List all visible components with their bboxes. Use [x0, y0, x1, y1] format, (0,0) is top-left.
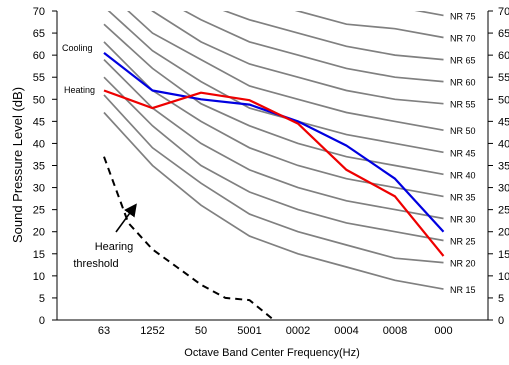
nr-curve-line: [103, 41, 444, 198]
nr-label-bg: [447, 125, 483, 138]
nr-label-bg: [447, 32, 483, 45]
y-tick-label-right: 0: [498, 315, 504, 327]
y-tick-label-right: 25: [498, 205, 509, 217]
y-tick-label: 20: [33, 227, 45, 239]
nr-curve-label: NR 45: [450, 148, 476, 158]
heating-label: Heating: [64, 85, 95, 95]
nr-curve-label: NR 65: [450, 56, 476, 66]
y-tick-label-right: 40: [498, 138, 509, 150]
nr-curve-label: NR 75: [450, 11, 476, 21]
y-tick-label-right: 20: [498, 227, 509, 239]
nr-curve-line: [107, 11, 444, 154]
nr-curve-label: NR 50: [450, 126, 476, 136]
y-tick-labels-right: 0 5 10 15 20 25 30 35 40 45 50 55 60 65 70: [498, 6, 509, 327]
nr-curve-label: NR 15: [450, 285, 476, 295]
nr-label-bg: [447, 98, 483, 111]
x-tick-label: 0002: [286, 325, 310, 337]
x-tick-label: 1252: [140, 325, 164, 337]
y-tick-label: 40: [33, 138, 45, 150]
nr-label-bg: [447, 169, 483, 182]
y-tick-labels-left: 0 5 10 15 20 25 30 35 40 45 50 55 60 65 70: [33, 6, 45, 327]
x-tick-label: 50: [195, 325, 207, 337]
x-axis-label: Octave Band Center Frequency(Hz): [184, 347, 359, 359]
y-tick-label-right: 55: [498, 72, 509, 84]
y-tick-label: 15: [33, 249, 45, 261]
data-series: [103, 52, 445, 320]
nr-curve-line: [294, 11, 444, 39]
x-tick-label: 5001: [237, 325, 261, 337]
nr-curves: [103, 11, 444, 290]
nr-curve-labels: NR 15 NR 20 NR 25 NR 30 NR 35 NR 40 NR 45 NR 50…: [447, 10, 483, 297]
nr-curve-label: NR 20: [450, 259, 476, 269]
y-tick-label-right: 60: [498, 50, 509, 62]
nr-label-bg: [447, 191, 483, 204]
nr-label-bg: [447, 10, 483, 23]
nr-curve-label: NR 70: [450, 33, 476, 43]
nr-curve-label: NR 40: [450, 170, 476, 180]
nr-curve-line: [222, 11, 444, 61]
x-tick-label: 0008: [383, 325, 407, 337]
nr-curve-line: [151, 11, 444, 105]
y-tick-label: 65: [33, 28, 45, 40]
y-tick-label-right: 30: [498, 183, 509, 195]
y-tick-label-right: 15: [498, 249, 509, 261]
y-tick-label-right: 50: [498, 94, 509, 106]
y-tick-label: 5: [39, 293, 45, 305]
nr-curve-line: [103, 23, 444, 176]
y-axis-label: Sound Pressure Level (dB): [10, 87, 25, 243]
axes: [52, 10, 493, 321]
series-line: [103, 89, 445, 257]
nr-curve-line: [103, 76, 444, 242]
y-tick-label-right: 65: [498, 28, 509, 40]
annotation-line1: Hearing: [95, 241, 134, 253]
nr-curve-label: NR 25: [450, 237, 476, 247]
nr-curve-line: [183, 11, 444, 83]
nr-curve-line: [103, 58, 444, 220]
y-tick-label: 30: [33, 183, 45, 195]
nr-curve-label: NR 55: [450, 100, 476, 110]
nr-curve-line: [103, 94, 444, 264]
annotation-arrow: [115, 203, 137, 233]
nr-curve-label: NR 35: [450, 192, 476, 202]
nr-curve-line: [126, 11, 444, 132]
y-tick-label-right: 45: [498, 116, 509, 128]
y-tick-label: 60: [33, 50, 45, 62]
y-tick-label: 35: [33, 161, 45, 173]
nr-label-bg: [447, 54, 483, 67]
nr-label-bg: [447, 147, 483, 160]
nr-label-bg: [447, 257, 483, 270]
y-tick-label: 45: [33, 116, 45, 128]
nr-label-bg: [447, 235, 483, 248]
y-tick-label-right: 5: [498, 293, 504, 305]
nr-label-bg: [447, 213, 483, 226]
cooling-label: Cooling: [62, 43, 93, 53]
y-tick-label-right: 70: [498, 6, 509, 18]
nr-curve-line: [103, 111, 444, 290]
x-tick-label: 63: [98, 325, 110, 337]
y-tick-label: 55: [33, 72, 45, 84]
series-line: [103, 156, 275, 320]
y-tick-label-right: 10: [498, 271, 509, 283]
nr-curve-label: NR 30: [450, 214, 476, 224]
x-tick-label: 000: [434, 325, 452, 337]
nr-label-bg: [447, 284, 483, 297]
x-tick-label: 0004: [334, 325, 358, 337]
y-tick-label: 10: [33, 271, 45, 283]
y-tick-label-right: 35: [498, 161, 509, 173]
y-tick-label: 50: [33, 94, 45, 106]
nr-label-bg: [447, 76, 483, 89]
y-tick-label: 25: [33, 205, 45, 217]
x-tick-labels: 63 1252 50 5001 0002 0004 0008 000: [98, 325, 453, 337]
annotation-line2: threshold: [73, 258, 118, 270]
nr-curve-label: NR 60: [450, 78, 476, 88]
y-tick-label: 70: [33, 6, 45, 18]
y-tick-label: 0: [39, 315, 45, 327]
